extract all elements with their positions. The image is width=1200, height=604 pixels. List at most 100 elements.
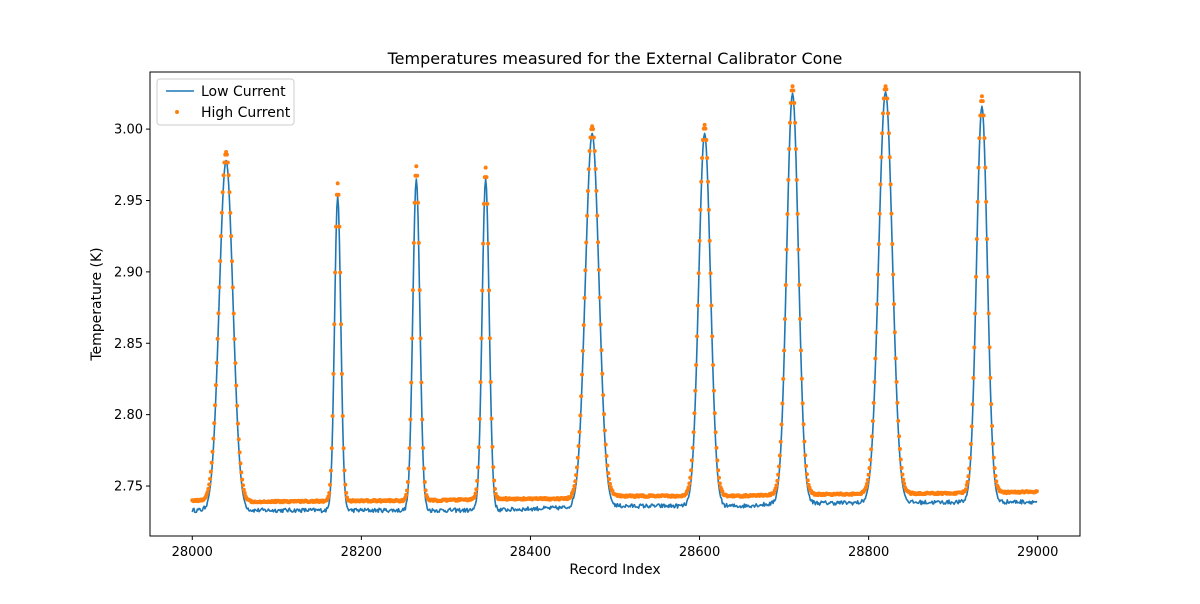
high-current-point bbox=[597, 295, 602, 300]
high-current-point bbox=[885, 96, 890, 101]
high-current-point bbox=[416, 200, 421, 205]
high-current-point bbox=[577, 429, 582, 434]
high-current-point bbox=[487, 288, 492, 293]
high-current-point bbox=[580, 348, 585, 353]
high-current-point bbox=[970, 402, 975, 407]
high-current-point bbox=[713, 430, 718, 435]
high-current-point bbox=[571, 487, 576, 492]
high-current-point bbox=[591, 135, 596, 140]
high-current-point bbox=[892, 330, 897, 335]
high-current-point bbox=[982, 136, 987, 141]
high-current-point bbox=[228, 210, 233, 215]
high-current-point bbox=[986, 311, 991, 316]
high-current-point bbox=[486, 241, 491, 246]
high-current-point bbox=[788, 120, 793, 125]
high-current-point bbox=[404, 492, 409, 497]
high-current-point bbox=[783, 282, 788, 287]
high-current-point bbox=[973, 311, 978, 316]
high-current-point bbox=[490, 444, 495, 449]
high-current-point bbox=[968, 455, 973, 460]
high-current-point bbox=[870, 434, 875, 439]
high-current-point bbox=[481, 241, 486, 246]
high-current-point bbox=[581, 323, 586, 328]
high-current-point bbox=[775, 478, 780, 483]
high-current-point bbox=[241, 487, 246, 492]
high-current-point bbox=[421, 466, 426, 471]
high-current-point bbox=[793, 120, 798, 125]
x-tick-label: 28000 bbox=[172, 545, 213, 560]
high-current-point bbox=[985, 236, 989, 241]
high-current-point bbox=[580, 372, 585, 377]
high-current-point bbox=[487, 336, 492, 341]
high-current-point bbox=[594, 188, 599, 193]
high-current-point bbox=[477, 416, 482, 421]
high-current-point bbox=[802, 439, 807, 444]
high-current-point bbox=[492, 486, 497, 491]
high-current-point bbox=[875, 302, 880, 307]
high-current-point bbox=[803, 453, 808, 458]
high-current-point bbox=[234, 383, 239, 388]
high-current-point bbox=[209, 460, 214, 465]
high-current-point bbox=[897, 434, 902, 439]
high-current-point bbox=[481, 201, 486, 206]
high-current-point bbox=[475, 478, 480, 483]
high-current-point bbox=[607, 481, 612, 486]
high-current-point bbox=[786, 177, 791, 182]
high-current-point bbox=[221, 173, 226, 178]
high-current-point bbox=[232, 337, 237, 342]
high-current-point bbox=[969, 424, 974, 429]
high-current-point bbox=[688, 475, 693, 480]
high-current-point bbox=[340, 414, 345, 419]
high-current-point bbox=[407, 446, 412, 451]
high-current-point bbox=[584, 240, 589, 245]
high-current-point bbox=[695, 334, 700, 339]
high-current-point bbox=[423, 488, 428, 493]
high-current-point bbox=[343, 482, 348, 487]
high-current-point bbox=[697, 238, 702, 243]
high-current-point bbox=[776, 472, 781, 477]
high-current-point bbox=[804, 472, 809, 477]
high-current-point bbox=[339, 322, 344, 327]
high-current-point bbox=[895, 400, 900, 405]
high-current-point bbox=[983, 165, 988, 170]
high-current-point bbox=[976, 165, 981, 170]
high-current-point bbox=[226, 173, 231, 178]
high-current-point bbox=[211, 436, 216, 441]
high-current-point bbox=[595, 213, 600, 218]
high-current-point bbox=[978, 113, 983, 118]
high-current-point bbox=[994, 479, 999, 484]
high-current-point bbox=[979, 94, 984, 99]
high-current-point bbox=[871, 400, 876, 405]
high-current-point bbox=[236, 437, 241, 442]
high-current-point bbox=[993, 473, 998, 478]
high-current-point bbox=[872, 380, 877, 385]
high-current-point bbox=[896, 418, 901, 423]
high-current-point bbox=[412, 200, 417, 205]
high-current-point bbox=[591, 127, 596, 132]
high-current-point bbox=[980, 99, 985, 104]
high-current-point bbox=[605, 463, 610, 468]
high-current-point bbox=[902, 481, 907, 486]
high-current-point bbox=[892, 302, 896, 307]
x-axis: 28000 28200 28400 28600 28800 29000 bbox=[172, 536, 1058, 560]
high-current-point bbox=[230, 285, 235, 290]
high-current-point bbox=[899, 465, 904, 470]
high-current-point bbox=[474, 487, 479, 492]
high-current-point bbox=[877, 211, 882, 216]
high-current-point bbox=[887, 155, 892, 160]
high-current-point bbox=[984, 199, 989, 204]
high-current-point bbox=[208, 476, 213, 481]
high-current-point bbox=[330, 414, 335, 419]
high-current-point bbox=[881, 111, 886, 116]
high-current-point bbox=[785, 211, 790, 216]
high-current-point bbox=[241, 483, 245, 488]
high-current-point bbox=[483, 165, 488, 170]
high-current-point bbox=[795, 211, 800, 216]
high-current-point bbox=[414, 164, 419, 169]
high-current-point bbox=[866, 472, 871, 477]
high-current-point bbox=[790, 84, 795, 89]
high-current-point bbox=[708, 271, 713, 276]
high-current-point bbox=[974, 274, 979, 279]
high-current-point bbox=[981, 113, 986, 118]
